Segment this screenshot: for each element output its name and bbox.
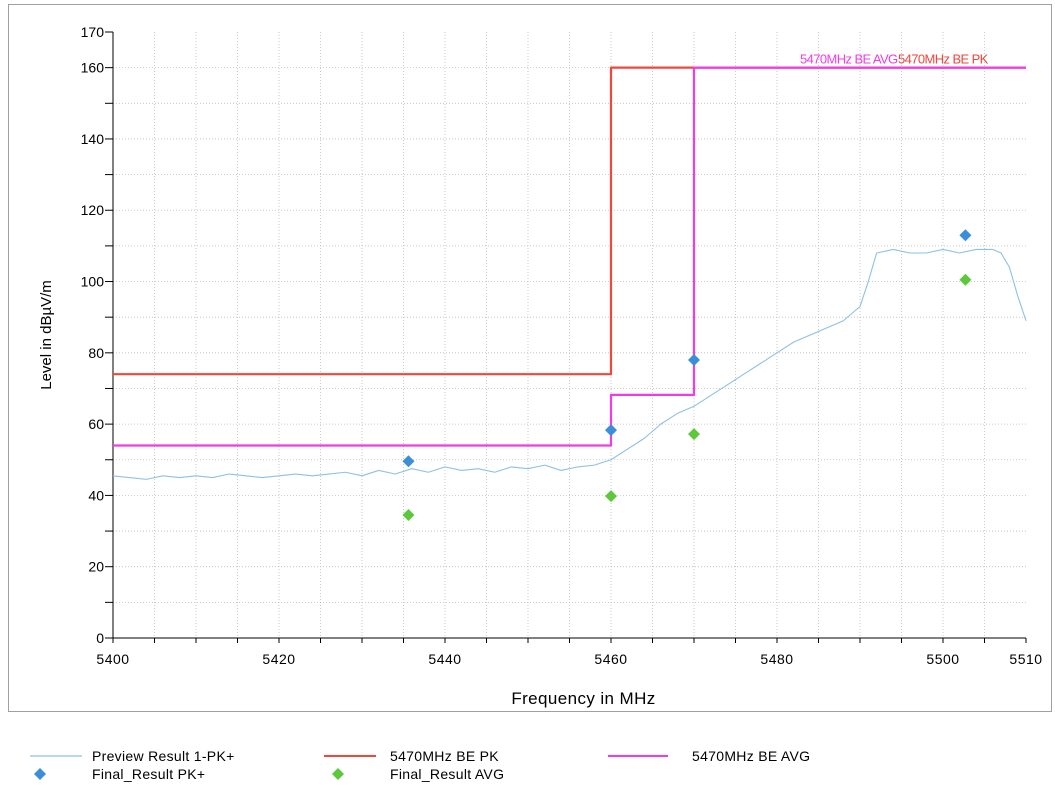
y-tick-label: 120	[81, 202, 105, 218]
chart-frame	[8, 4, 1052, 712]
grid	[113, 32, 1026, 638]
legend-label: Preview Result 1-PK+	[92, 748, 235, 764]
y-tick-label: 40	[88, 487, 104, 503]
x-tick-label: 5400	[96, 651, 129, 667]
final-avg-marker	[959, 273, 972, 286]
legend-diamond-icon	[332, 768, 344, 780]
limit-annotation-label: 5470MHz BE PK	[898, 52, 989, 67]
preview-result-line	[112, 248, 1027, 480]
y-tick-label: 170	[81, 24, 105, 40]
y-tick-label: 20	[88, 559, 104, 575]
axes: 0 20 40 60 80 100 120 140 160 170 5400 5420 5440 5460…	[38, 24, 1042, 708]
legend-label: Final_Result AVG	[390, 766, 505, 782]
final-avg-marker	[605, 490, 617, 503]
series	[112, 66, 1027, 480]
legend-label: Final_Result PK+	[92, 766, 206, 782]
final-avg-marker	[688, 428, 700, 441]
x-tick-label: 5440	[428, 651, 461, 667]
final-pk-marker	[959, 229, 972, 242]
x-tick-label: 5510	[1009, 651, 1042, 667]
y-tick-label: 0	[96, 630, 104, 646]
x-axis-label: Frequency in MHz	[511, 689, 655, 708]
legend-label: 5470MHz BE AVG	[692, 748, 811, 764]
legend-diamond-icon	[34, 768, 46, 780]
legend-label: 5470MHz BE PK	[390, 748, 499, 764]
legend-line-swatch	[324, 755, 376, 757]
final-pk-marker	[402, 455, 415, 468]
y-axis-label: Level in dBµV/m	[38, 280, 55, 390]
labels: 5470MHz BE AVG 5470MHz BE PK	[800, 52, 989, 67]
avg-limit-line	[113, 66, 1026, 447]
markers	[402, 229, 972, 522]
final-pk-marker	[688, 353, 700, 366]
legend-line-swatch	[608, 755, 668, 757]
final-pk-marker	[605, 424, 617, 437]
y-tick-label: 160	[81, 60, 105, 76]
x-tick-label: 5500	[926, 651, 959, 667]
final-avg-marker	[402, 509, 415, 522]
y-tick-label: 80	[88, 345, 104, 361]
limit-annotation-label: 5470MHz BE AVG	[800, 52, 898, 67]
legend-line-swatch	[30, 755, 82, 757]
y-tick-label: 100	[81, 274, 105, 290]
x-tick-label: 5460	[594, 651, 627, 667]
x-tick-label: 5420	[262, 651, 295, 667]
y-tick-label: 60	[88, 416, 104, 432]
x-tick-label: 5480	[760, 651, 793, 667]
y-tick-label: 140	[81, 131, 105, 147]
